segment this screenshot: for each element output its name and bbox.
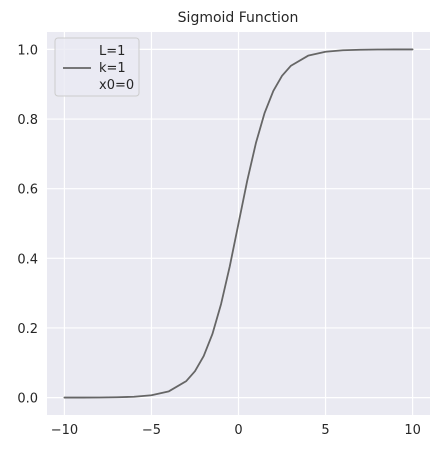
legend-label: L=1 (99, 44, 125, 59)
chart-title: Sigmoid Function (178, 10, 299, 26)
y-tick-label: 0.8 (17, 113, 38, 128)
legend-box (54, 37, 140, 97)
x-tick-label: 10 (404, 423, 421, 438)
y-tick-label: 0.0 (17, 392, 38, 407)
legend-label: k=1 (99, 61, 126, 76)
legend-label: x0=0 (99, 78, 134, 93)
x-tick-label: 0 (234, 423, 242, 438)
legend: L=1 k=1 x0=0 (54, 37, 140, 97)
x-tick-label: −5 (142, 423, 161, 438)
y-tick-label: 1.0 (17, 43, 38, 58)
series-layer (63, 48, 414, 399)
x-tick-label: −10 (51, 423, 78, 438)
y-tick-label: 0.4 (17, 252, 38, 267)
y-tick-label: 0.2 (17, 322, 38, 337)
tick-labels: −10 −5 0 5 10 0.0 0.2 0.4 0.6 0.8 1.0 (17, 43, 421, 438)
y-tick-label: 0.6 (17, 183, 38, 198)
x-tick-label: 5 (321, 423, 329, 438)
series-line-sigmoid (63, 48, 414, 399)
